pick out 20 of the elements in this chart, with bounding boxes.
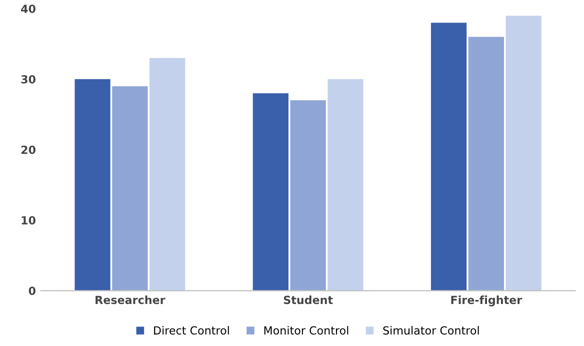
y-tick-label: 40	[21, 4, 36, 14]
bar	[252, 93, 288, 291]
bar	[74, 79, 110, 291]
x-tick-label: Student	[284, 296, 333, 304]
bar	[430, 22, 467, 291]
x-tick-label: Researcher	[96, 296, 166, 304]
y-tick-label: 30	[21, 75, 36, 84]
bar	[112, 86, 148, 291]
bar	[468, 36, 504, 291]
legend-label: Simulator Control	[383, 326, 479, 335]
bar	[506, 16, 542, 291]
bar	[290, 100, 326, 291]
legend-label: Monitor Control	[264, 326, 348, 335]
bar	[150, 58, 186, 291]
y-tick-label: 10	[22, 216, 36, 225]
y-tick-label: 0	[28, 286, 36, 296]
x-tick-label: Fire-fighter	[451, 296, 522, 306]
legend-label: Direct Control	[154, 326, 229, 335]
y-tick-label: 20	[21, 146, 36, 154]
bar	[328, 79, 364, 291]
